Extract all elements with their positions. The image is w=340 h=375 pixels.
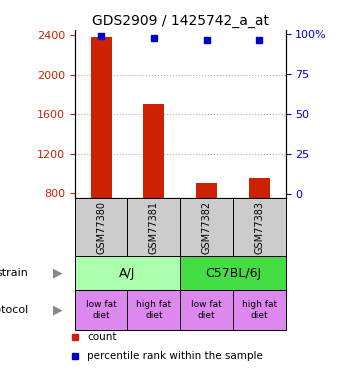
Text: high fat
diet: high fat diet (136, 300, 171, 320)
Bar (128, 198, 180, 256)
Bar (196, 183, 217, 198)
Text: low fat
diet: low fat diet (86, 300, 117, 320)
Text: protocol: protocol (0, 305, 29, 315)
Bar (143, 104, 165, 198)
Bar (75, 256, 180, 290)
Text: low fat
diet: low fat diet (191, 300, 222, 320)
Text: percentile rank within the sample: percentile rank within the sample (87, 351, 263, 361)
Text: GSM77382: GSM77382 (202, 201, 211, 254)
Bar (128, 290, 180, 330)
Text: count: count (87, 332, 117, 342)
Text: C57BL/6J: C57BL/6J (205, 267, 261, 280)
Bar (180, 290, 233, 330)
Text: strain: strain (0, 268, 29, 278)
Bar (249, 178, 270, 198)
Bar (75, 290, 128, 330)
Text: high fat
diet: high fat diet (242, 300, 277, 320)
Bar (180, 256, 286, 290)
Text: GSM77381: GSM77381 (149, 201, 159, 254)
Text: ▶: ▶ (53, 303, 63, 316)
Text: GSM77380: GSM77380 (96, 201, 106, 254)
Text: ▶: ▶ (53, 267, 63, 280)
Text: A/J: A/J (119, 267, 136, 280)
Bar (233, 290, 286, 330)
Bar (75, 198, 128, 256)
Bar (90, 37, 112, 198)
Text: GSM77383: GSM77383 (254, 201, 264, 254)
Bar (180, 198, 233, 256)
Title: GDS2909 / 1425742_a_at: GDS2909 / 1425742_a_at (92, 13, 269, 28)
Bar (233, 198, 286, 256)
